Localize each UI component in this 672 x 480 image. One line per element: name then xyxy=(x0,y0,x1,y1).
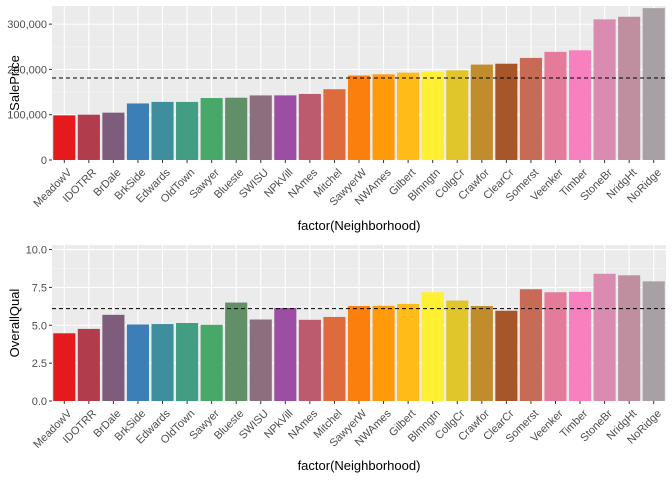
y-axis-title-saleprice: SalePrice xyxy=(7,55,22,111)
y-tick-label: 5.0 xyxy=(32,320,47,332)
bar-veenker xyxy=(544,51,567,160)
y-axis-title-overallqual: OverallQual xyxy=(7,289,22,358)
y-tick-label: 300,000 xyxy=(7,19,47,31)
bar-names xyxy=(298,93,321,160)
bar-names xyxy=(298,319,321,401)
bar-collgcr xyxy=(446,300,469,401)
bar-sawyerw xyxy=(347,75,371,160)
bar-somerst xyxy=(519,57,542,160)
y-tick-label: 200,000 xyxy=(7,64,47,76)
bar-meadowv xyxy=(53,115,76,160)
bar-blmngtn xyxy=(421,292,444,401)
bar-mitchel xyxy=(323,316,346,401)
bar-swisu xyxy=(249,95,272,160)
x-axis-title-top: factor(Neighborhood) xyxy=(298,218,421,233)
bar-veenker xyxy=(544,292,567,401)
y-tick-label: 0 xyxy=(41,155,47,167)
y-tick-label: 100,000 xyxy=(7,110,47,122)
bar-clearcr xyxy=(495,310,518,401)
bar-oldtown xyxy=(176,323,199,401)
bar-swisu xyxy=(249,319,272,401)
bar-timber xyxy=(568,50,592,160)
bar-collgcr xyxy=(446,70,469,160)
bar-brkside xyxy=(126,324,150,401)
y-tick-label: 0.0 xyxy=(32,396,47,408)
bar-brkside xyxy=(126,103,150,160)
y-tick-label: 7.5 xyxy=(32,282,47,294)
bar-noridge xyxy=(642,281,665,401)
bar-sawyerw xyxy=(347,306,371,401)
bar-mitchel xyxy=(323,89,346,160)
bar-nridght xyxy=(618,275,641,401)
bar-gilbert xyxy=(397,72,420,160)
overallqual-chart: 0.02.55.07.510.0MeadowVIDOTRRBrDaleBrkSi… xyxy=(7,245,666,473)
bar-npkvill xyxy=(274,95,297,160)
bar-edwards xyxy=(151,324,174,401)
bar-gilbert xyxy=(397,303,420,401)
bar-idotrr xyxy=(77,328,100,401)
bar-blmngtn xyxy=(421,71,444,160)
bar-brdale xyxy=(102,314,125,401)
bar-nridght xyxy=(618,16,641,161)
bar-edwards xyxy=(151,101,174,160)
bar-sawyer xyxy=(200,324,223,401)
bar-idotrr xyxy=(77,114,100,160)
bar-nwames xyxy=(372,74,395,160)
bar-sawyer xyxy=(200,98,223,160)
bar-crawfor xyxy=(470,64,493,160)
bar-blueste xyxy=(225,97,248,160)
bar-timber xyxy=(568,291,592,401)
bar-crawfor xyxy=(470,306,493,401)
bar-stonebr xyxy=(593,273,616,401)
bar-stonebr xyxy=(593,19,616,161)
bar-noridge xyxy=(642,8,665,160)
y-tick-label: 2.5 xyxy=(32,358,47,370)
x-axis-title-bottom: factor(Neighborhood) xyxy=(298,458,421,473)
bar-clearcr xyxy=(495,63,518,160)
bar-nwames xyxy=(372,305,395,401)
bar-brdale xyxy=(102,112,125,160)
y-tick-label: 10.0 xyxy=(26,245,47,257)
bar-npkvill xyxy=(274,308,297,401)
bar-meadowv xyxy=(53,333,76,401)
saleprice-chart: 0100,000200,000300,000MeadowVIDOTRRBrDal… xyxy=(7,6,666,233)
bar-blueste xyxy=(225,302,248,401)
bar-somerst xyxy=(519,289,542,401)
bar-oldtown xyxy=(176,101,199,160)
